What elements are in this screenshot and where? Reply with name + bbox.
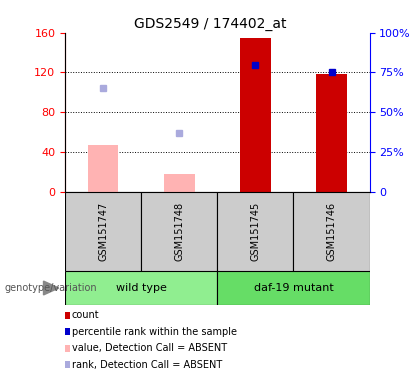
Text: GSM151745: GSM151745 xyxy=(250,202,260,261)
Text: GSM151747: GSM151747 xyxy=(98,202,108,261)
Bar xyxy=(141,192,218,271)
Text: daf-19 mutant: daf-19 mutant xyxy=(254,283,333,293)
Bar xyxy=(240,38,270,192)
Bar xyxy=(316,74,347,192)
Text: value, Detection Call = ABSENT: value, Detection Call = ABSENT xyxy=(71,343,227,353)
Bar xyxy=(88,145,118,192)
Bar xyxy=(294,192,370,271)
Bar xyxy=(164,174,194,192)
Text: rank, Detection Call = ABSENT: rank, Detection Call = ABSENT xyxy=(71,360,222,370)
Bar xyxy=(65,192,141,271)
Text: GDS2549 / 174402_at: GDS2549 / 174402_at xyxy=(134,17,286,31)
Bar xyxy=(218,192,294,271)
Polygon shape xyxy=(44,281,59,295)
Text: wild type: wild type xyxy=(116,283,167,293)
Text: GSM151748: GSM151748 xyxy=(174,202,184,261)
Text: genotype/variation: genotype/variation xyxy=(4,283,97,293)
Text: percentile rank within the sample: percentile rank within the sample xyxy=(71,327,236,337)
Text: GSM151746: GSM151746 xyxy=(326,202,336,261)
Text: count: count xyxy=(71,310,99,320)
Bar xyxy=(65,271,218,305)
Bar xyxy=(218,271,370,305)
